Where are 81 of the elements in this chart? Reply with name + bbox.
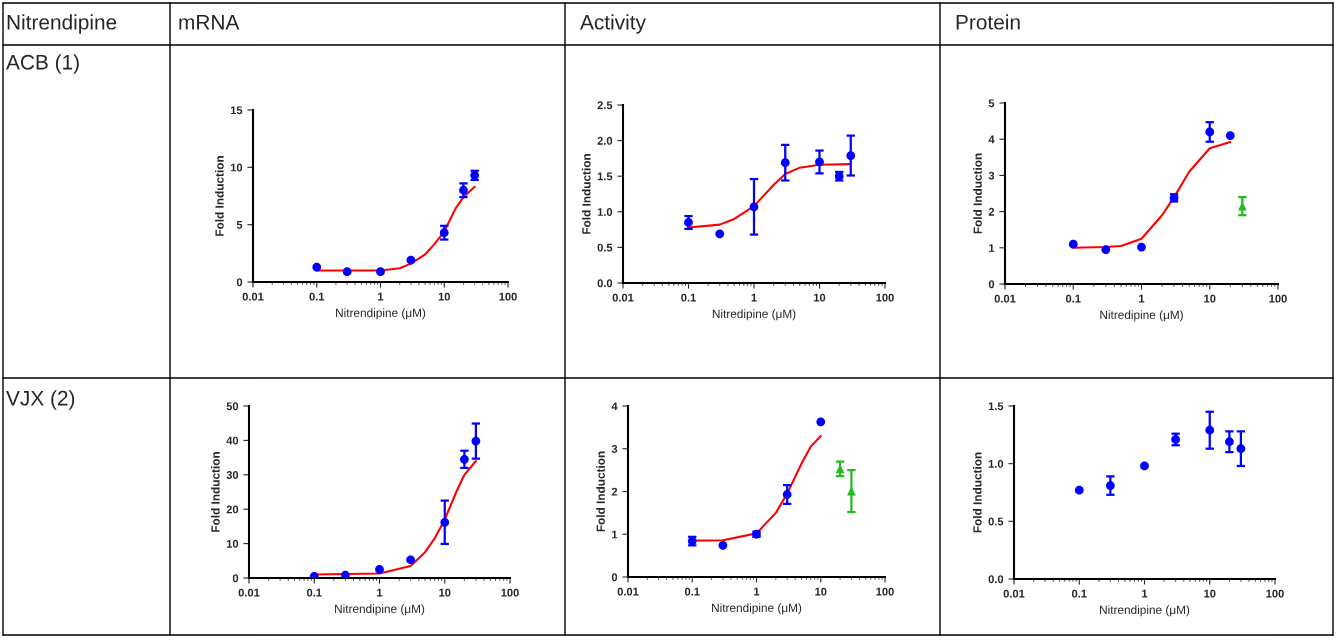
- x-axis-title: Nitrendipine (μM): [336, 308, 426, 320]
- y-tick-label: 4: [611, 402, 618, 411]
- x-tick-label: 0.01: [238, 588, 260, 597]
- text: ACB (1): [6, 54, 79, 74]
- x-tick-label: 0.1: [681, 293, 696, 302]
- x-axis-title: Nitrendipine (μM): [1100, 605, 1190, 617]
- x-tick-label: 10: [815, 587, 827, 596]
- x-axis-title: Nitrendipine (μM): [335, 604, 425, 616]
- y-tick-label: 0.5: [597, 243, 613, 252]
- y-tick-label: 3: [611, 445, 618, 453]
- y-tick-label: 1: [989, 244, 995, 252]
- x-tick-label: 0.01: [1003, 589, 1025, 598]
- x-tick-label: 0.1: [1071, 589, 1087, 598]
- y-tick-label: 3: [988, 171, 995, 180]
- y-axis-title: Fold Induction: [215, 156, 224, 236]
- chart-title: Activity: [580, 14, 646, 34]
- y-tick-label: 0: [232, 574, 239, 583]
- y-tick-label: 2: [611, 487, 618, 496]
- y-tick-label: 15: [230, 106, 243, 115]
- y-tick-label: 1: [612, 530, 618, 539]
- x-tick-label: 0.1: [1065, 294, 1081, 303]
- chart-title: Protein: [956, 14, 1020, 30]
- y-tick-label: 0: [611, 573, 618, 582]
- chart-title: mRNA: [179, 15, 240, 30]
- y-tick-label: 0.0: [597, 279, 613, 288]
- y-tick-label: 50: [226, 402, 239, 411]
- y-tick-label: 10: [230, 163, 243, 172]
- x-tick-label: 1: [377, 588, 383, 597]
- y-axis-title: Fold Induction: [581, 154, 591, 234]
- x-tick-label: 10: [1204, 589, 1216, 598]
- y-tick-label: 5: [988, 99, 995, 108]
- x-tick-label: 1: [751, 293, 757, 302]
- y-tick-label: 0.5: [988, 517, 1004, 526]
- x-tick-label: 1: [378, 292, 384, 301]
- y-tick-label: 4: [988, 135, 995, 144]
- y-tick-label: 1.0: [597, 208, 613, 216]
- x-tick-label: 10: [439, 588, 451, 597]
- y-tick-label: 2: [988, 207, 995, 216]
- y-axis-title: Fold Induction: [973, 153, 982, 234]
- x-axis-title: Nitredipine (μM): [712, 309, 796, 321]
- x-tick-label: 100: [1269, 294, 1287, 303]
- x-tick-label: 0.01: [242, 292, 264, 301]
- x-tick-label: 100: [501, 588, 519, 597]
- x-tick-label: 100: [1266, 589, 1284, 598]
- x-tick-label: 1: [1139, 294, 1145, 303]
- x-axis-title: Nitredipine (μM): [1100, 310, 1183, 322]
- y-tick-label: 0: [988, 280, 995, 289]
- point: [816, 417, 826, 427]
- y-tick-label: 10: [226, 539, 239, 548]
- y-tick-label: 20: [226, 505, 239, 514]
- x-tick-label: 0.1: [684, 587, 700, 596]
- y-tick-label: 2.5: [597, 101, 613, 110]
- y-tick-label: 5: [236, 221, 243, 229]
- y-tick-label: 1.5: [988, 402, 1004, 411]
- x-tick-label: 0.01: [612, 293, 634, 302]
- y-tick-label: 0: [236, 278, 243, 287]
- x-tick-label: 0.1: [306, 588, 322, 597]
- y-tick-label: 2.0: [597, 136, 613, 145]
- x-tick-label: 0.01: [994, 294, 1016, 303]
- x-tick-label: 100: [499, 292, 517, 301]
- x-tick-label: 0.1: [309, 292, 325, 301]
- y-tick-label: 40: [226, 436, 239, 445]
- x-tick-label: 1: [754, 587, 760, 596]
- text: Nitrendipine: [7, 14, 117, 34]
- x-tick-label: 10: [814, 293, 826, 302]
- x-tick-label: 1: [1142, 589, 1148, 598]
- y-axis-title: Fold Induction: [596, 451, 605, 532]
- y-tick-label: 0.0: [988, 575, 1004, 584]
- y-tick-label: 30: [226, 471, 239, 479]
- x-axis-title: Nitrendipine (μM): [712, 603, 802, 615]
- y-axis-title: Fold Induction: [972, 452, 982, 533]
- y-tick-label: 1.0: [988, 459, 1004, 468]
- text: VJX (2): [6, 390, 75, 410]
- point: [718, 540, 728, 550]
- x-tick-label: 10: [1204, 294, 1216, 303]
- x-tick-label: 100: [876, 293, 894, 302]
- x-tick-label: 100: [876, 587, 894, 596]
- y-axis-title: Fold Induction: [211, 452, 220, 532]
- x-tick-label: 0.01: [617, 587, 639, 596]
- x-tick-label: 10: [438, 292, 450, 301]
- y-tick-label: 1.5: [597, 172, 613, 181]
